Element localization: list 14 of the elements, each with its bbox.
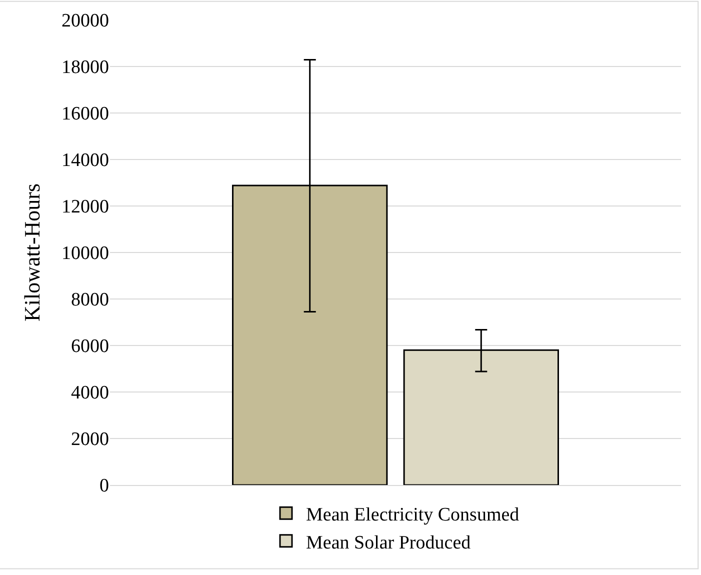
y-tick-label: 6000 bbox=[71, 336, 109, 358]
y-tick-label: 12000 bbox=[62, 196, 109, 218]
y-tick-label: 20000 bbox=[62, 10, 109, 32]
y-axis-title: Kilowatt-Hours bbox=[19, 183, 44, 322]
legend-label: Mean Solar Produced bbox=[306, 532, 472, 554]
y-tick-label: 16000 bbox=[62, 104, 109, 125]
y-tick-label: 8000 bbox=[71, 290, 109, 311]
y-tick-label: 4000 bbox=[71, 382, 109, 404]
y-tick-label: 14000 bbox=[62, 150, 109, 172]
y-tick-label: 2000 bbox=[71, 429, 109, 450]
y-tick-label: 18000 bbox=[62, 57, 109, 78]
legend-label: Mean Electricity Consumed bbox=[306, 504, 520, 526]
y-tick-label: 0 bbox=[100, 476, 109, 497]
y-tick-label: 10000 bbox=[62, 243, 109, 264]
